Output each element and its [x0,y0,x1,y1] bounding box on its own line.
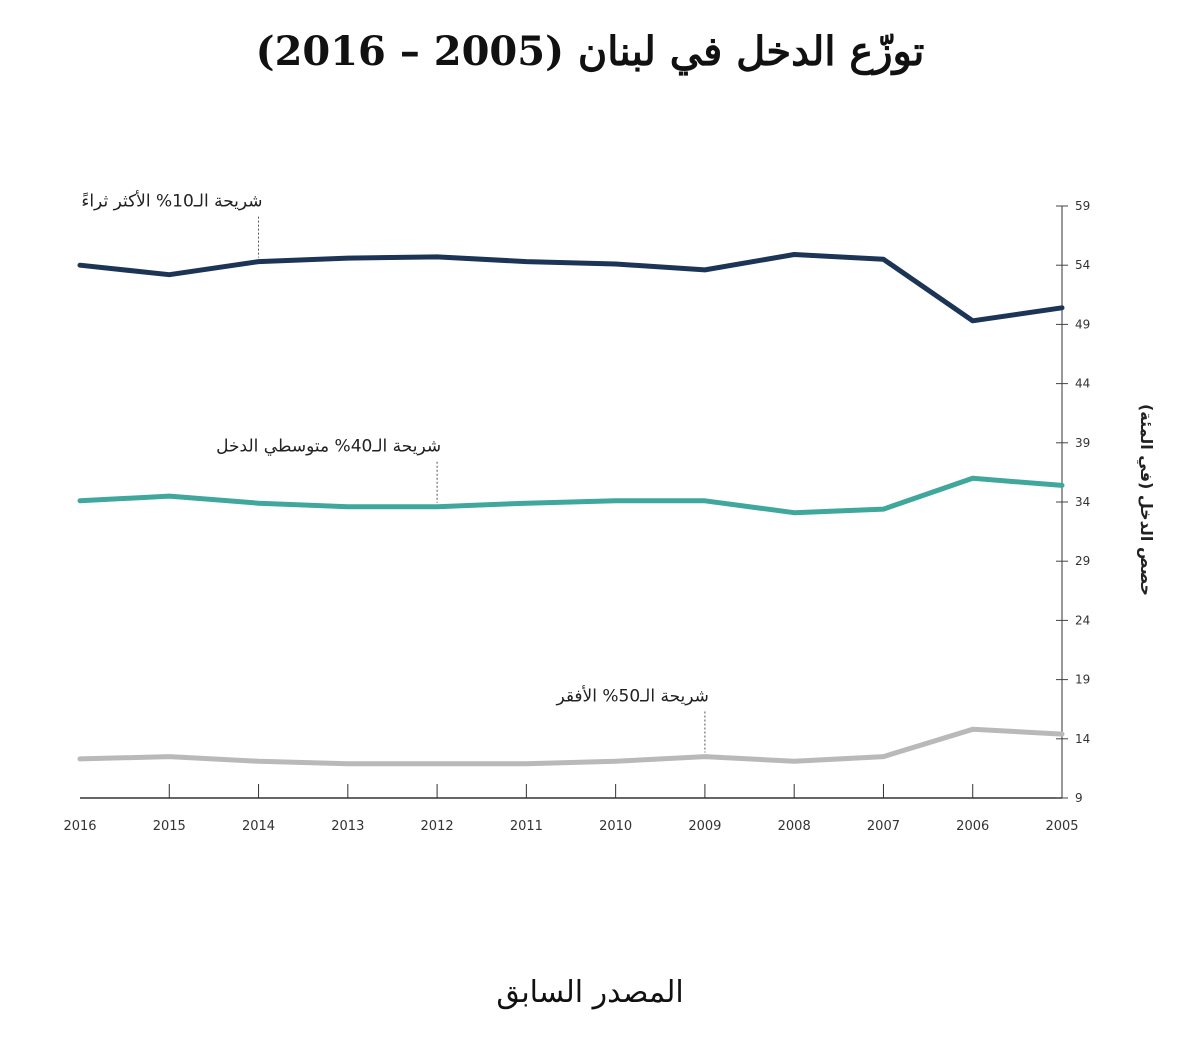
series-line [77,726,1065,767]
y-tick-label: 34 [1075,495,1090,509]
x-tick-label: 2015 [153,819,186,834]
y-tick-label: 29 [1075,554,1090,568]
series-label: شريحة الـ40% متوسطي الدخل [216,437,441,457]
x-tick-label: 2005 [1045,819,1078,834]
x-tick-label: 2008 [778,819,811,834]
y-tick-label: 9 [1075,791,1083,805]
y-tick-label: 49 [1075,317,1090,331]
y-tick-label: 54 [1075,258,1090,272]
x-tick-label: 2006 [956,819,989,834]
x-tick-label: 2010 [599,819,632,834]
x-tick-label: 2007 [867,819,900,834]
x-tick-label: 2016 [63,819,96,834]
series-label: شريحة الـ10% الأكثر ثراءً [81,191,262,212]
x-tick-label: 2011 [510,819,543,834]
y-axis-label: حصص الدخل (في المئة) [1136,404,1156,596]
x-tick-label: 2014 [242,819,275,834]
y-tick-label: 14 [1075,732,1090,746]
chart-title: توزّع الدخل في لبنان (2005 – 2016) [255,28,925,75]
chart-axes: 9 14 19 24 29 34 39 44 49 54 59 2016 2015 2014 2013 201… [63,199,1090,834]
x-tick-label: 2013 [331,819,364,834]
series-labels: شريحة الـ10% الأكثر ثراءً شريحة الـ40% مت… [81,191,709,753]
x-tick-label: 2009 [688,819,721,834]
series-lines [77,252,1065,767]
y-tick-label: 19 [1075,673,1090,687]
y-tick-label: 39 [1075,436,1090,450]
series-label: شريحة الـ50% الأفقر [555,686,708,707]
y-tick-label: 24 [1075,613,1090,627]
source-note: المصدر السابق [496,975,684,1010]
y-tick-label: 59 [1075,199,1090,213]
series-line [77,252,1065,324]
series-line [77,475,1065,516]
y-tick-label: 44 [1075,377,1090,391]
x-tick-label: 2012 [421,819,454,834]
